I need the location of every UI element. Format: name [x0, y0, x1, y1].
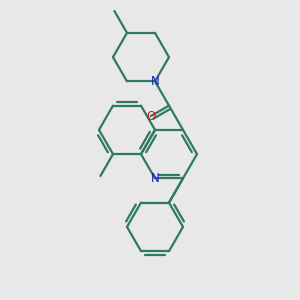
- Text: O: O: [146, 110, 155, 123]
- Text: N: N: [151, 75, 159, 88]
- Text: N: N: [151, 172, 159, 185]
